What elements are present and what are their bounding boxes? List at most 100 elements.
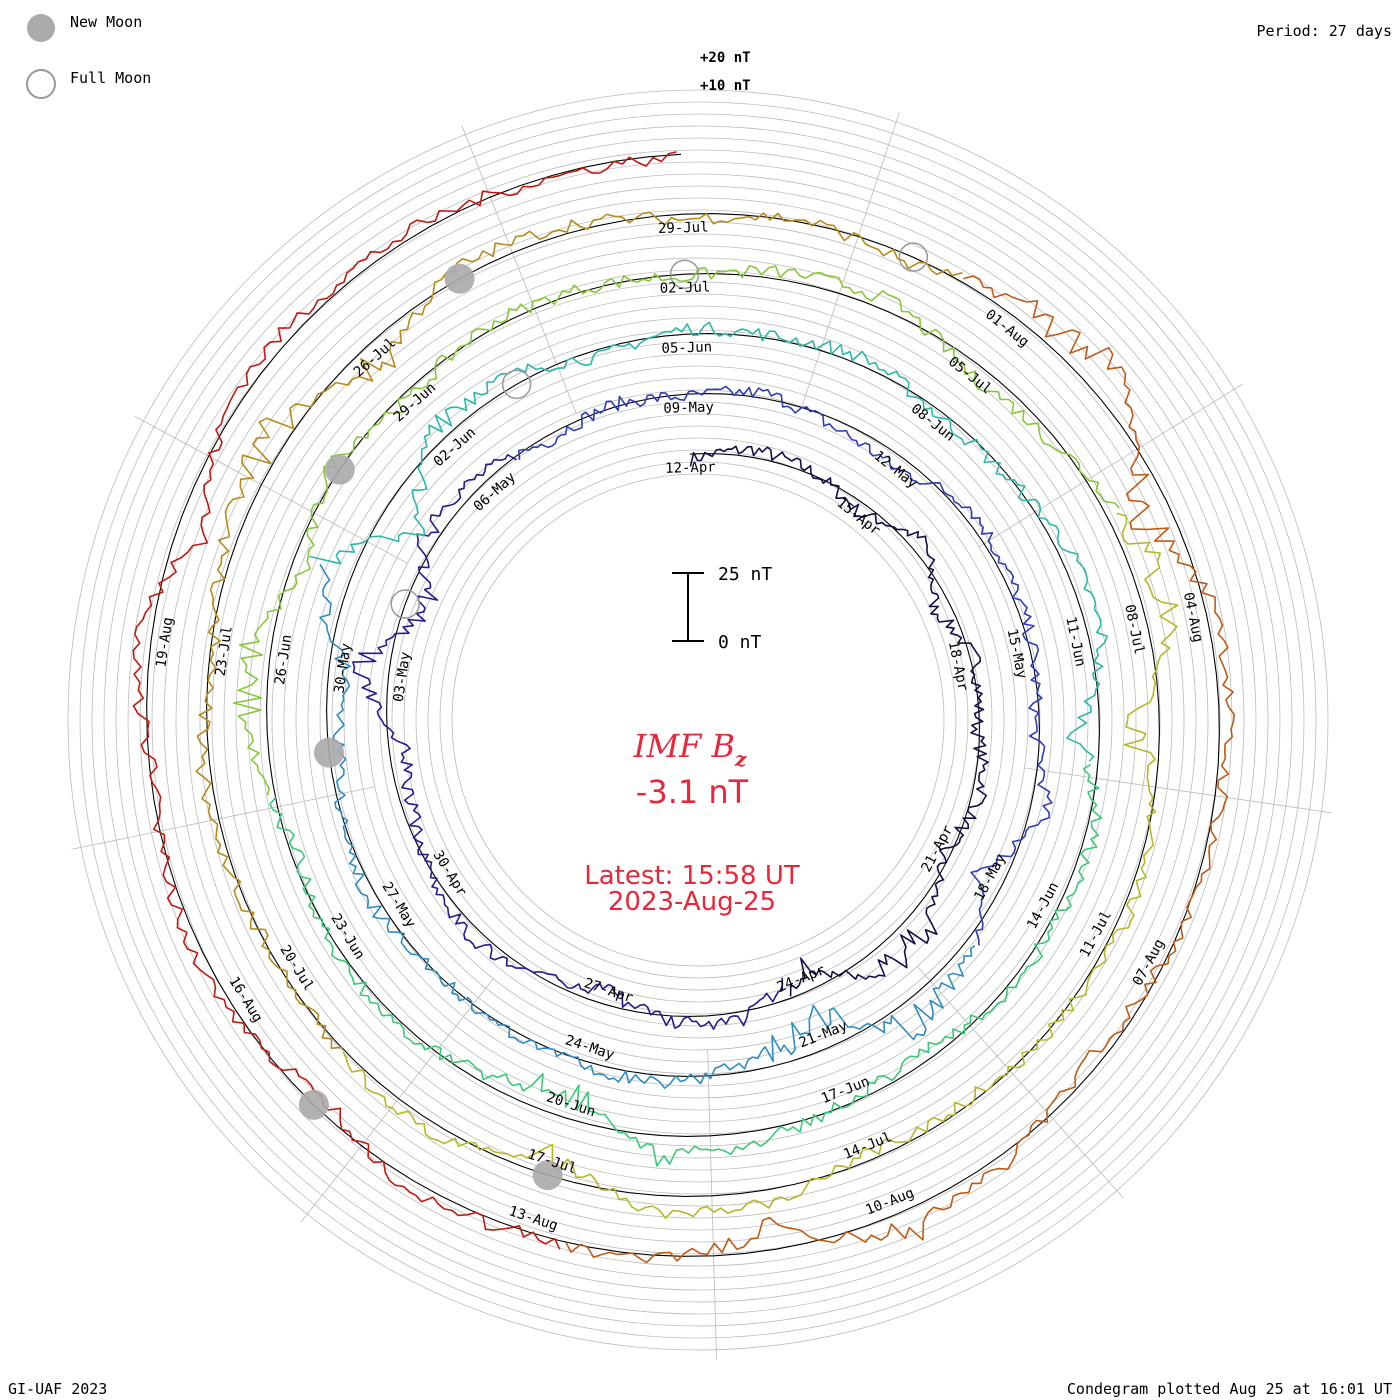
grid-ring <box>223 245 1173 1195</box>
scale-bar-bottom-label: 0 nT <box>718 632 762 653</box>
period-label: Period: 27 days <box>1256 22 1392 40</box>
full-moon-marker <box>501 369 532 400</box>
grid-spoke <box>461 125 577 414</box>
bz-trace-segment <box>689 445 989 997</box>
credit-label: GI-UAF 2023 <box>8 1380 108 1398</box>
date-tick-label: 09-May <box>663 399 714 416</box>
bz-trace-segment <box>132 151 677 1250</box>
grid-ring <box>355 377 1041 1063</box>
grid-ring <box>79 101 1317 1339</box>
new-moon-marker <box>313 737 344 768</box>
grid-ring <box>115 137 1281 1303</box>
zero-baseline-spiral <box>146 153 1220 1257</box>
date-tick-label: 03-May <box>391 651 414 703</box>
grid-spoke <box>1024 767 1332 814</box>
grid-spoke <box>707 1049 717 1360</box>
chart-title-subscript: z <box>734 747 747 771</box>
grid-ring <box>367 389 1029 1051</box>
ring-scale-label: +20 nT <box>700 50 751 66</box>
legend-full-moon-label: Full Moon <box>70 69 152 87</box>
full-moon-marker <box>669 259 700 289</box>
latest-date: 2023-Aug-25 <box>608 887 776 917</box>
grid-ring <box>235 257 1161 1183</box>
date-tick-label: 23-Jul <box>213 625 236 677</box>
date-tick-label: 30-Apr <box>429 848 469 899</box>
scale-bar-top-label: 25 nT <box>718 564 772 585</box>
date-tick-label: 05-Jun <box>661 339 712 356</box>
grid-ring <box>439 461 957 979</box>
date-tick-label: 14-Jul <box>841 1129 894 1163</box>
grid-ring <box>67 89 1329 1351</box>
bz-trace-segment <box>565 275 1235 1264</box>
full-moon-marker <box>898 242 929 272</box>
grid-spoke <box>978 383 1243 548</box>
bz-trace-segment <box>232 265 1120 796</box>
date-tick-label: 12-Apr <box>665 459 716 476</box>
date-tick-label: 04-Aug <box>1180 591 1206 644</box>
date-tick-label: 27-May <box>379 879 419 930</box>
full-moon-marker <box>390 589 421 619</box>
bz-trace-segment <box>269 763 1103 1167</box>
grid-ring <box>415 437 981 1003</box>
date-tick-label: 01-Aug <box>982 307 1032 351</box>
grid-ring <box>103 125 1293 1315</box>
grid-ring <box>211 233 1185 1207</box>
grid-ring <box>451 473 945 967</box>
date-tick-label: 24-May <box>563 1032 616 1063</box>
chart-title-main: IMF B <box>633 727 735 765</box>
grid-ring <box>187 209 1209 1231</box>
grid-spoke <box>300 978 494 1223</box>
bz-trace-segment <box>517 385 1053 946</box>
date-tick-label: 19-Aug <box>153 616 176 668</box>
date-tick-label: 20-Jun <box>544 1089 597 1120</box>
legend-new-moon-label: New Moon <box>70 13 143 31</box>
current-value: -3.1 nT <box>636 773 749 811</box>
bz-trace-segment <box>195 211 963 1049</box>
new-moon-marker <box>298 1089 329 1120</box>
new-moon-icon <box>27 14 55 42</box>
chart-title: IMF Bz <box>633 727 747 771</box>
grid-ring <box>151 173 1245 1267</box>
grid-ring <box>427 449 969 991</box>
grid-ring <box>331 353 1065 1087</box>
grid-ring <box>319 341 1077 1099</box>
grid-ring <box>283 305 1113 1135</box>
grid-ring <box>391 413 1005 1027</box>
date-tick-label: 07-Aug <box>1130 937 1168 989</box>
date-tick-label: 21-May <box>797 1018 850 1052</box>
new-moon-marker <box>444 263 475 294</box>
plotted-timestamp: Condegram plotted Aug 25 at 16:01 UT <box>1066 1380 1392 1398</box>
date-tick-label: 23-Jun <box>327 911 367 962</box>
grid-ring <box>379 401 1017 1039</box>
grid-spoke <box>917 966 1124 1199</box>
latest-time: Latest: 15:58 UT <box>584 861 800 891</box>
grid-spoke <box>71 786 375 850</box>
grid-ring <box>307 329 1089 1111</box>
full-moon-icon <box>26 69 56 99</box>
grid-ring <box>271 293 1125 1147</box>
grid-ring <box>91 113 1305 1327</box>
date-tick-label: 27-Apr <box>582 975 635 1006</box>
grid-ring <box>127 149 1269 1291</box>
date-tick-label: 11-Jul <box>1077 908 1115 960</box>
date-tick-label: 17-Jun <box>819 1074 872 1108</box>
date-tick-label: 02-Jul <box>660 279 711 296</box>
new-moon-marker <box>324 454 355 485</box>
ring-scale-label: +10 nT <box>700 78 751 94</box>
date-tick-label: 30-May <box>332 642 355 694</box>
bz-trace-segment <box>342 512 1179 1219</box>
grid-spoke <box>801 112 900 407</box>
grid-ring <box>295 317 1101 1123</box>
grid-spoke <box>134 415 408 564</box>
grid-ring <box>403 425 993 1015</box>
grid-ring <box>343 365 1053 1075</box>
date-tick-label: 18-May <box>971 851 1009 903</box>
date-tick-label: 16-Aug <box>225 974 265 1025</box>
bz-trace-segment <box>352 454 783 1030</box>
date-tick-label: 24-Apr <box>775 962 828 996</box>
grid-ring <box>199 221 1197 1219</box>
grid-ring <box>139 161 1257 1279</box>
new-moon-marker <box>532 1160 563 1191</box>
date-tick-label: 29-Jul <box>658 219 709 236</box>
